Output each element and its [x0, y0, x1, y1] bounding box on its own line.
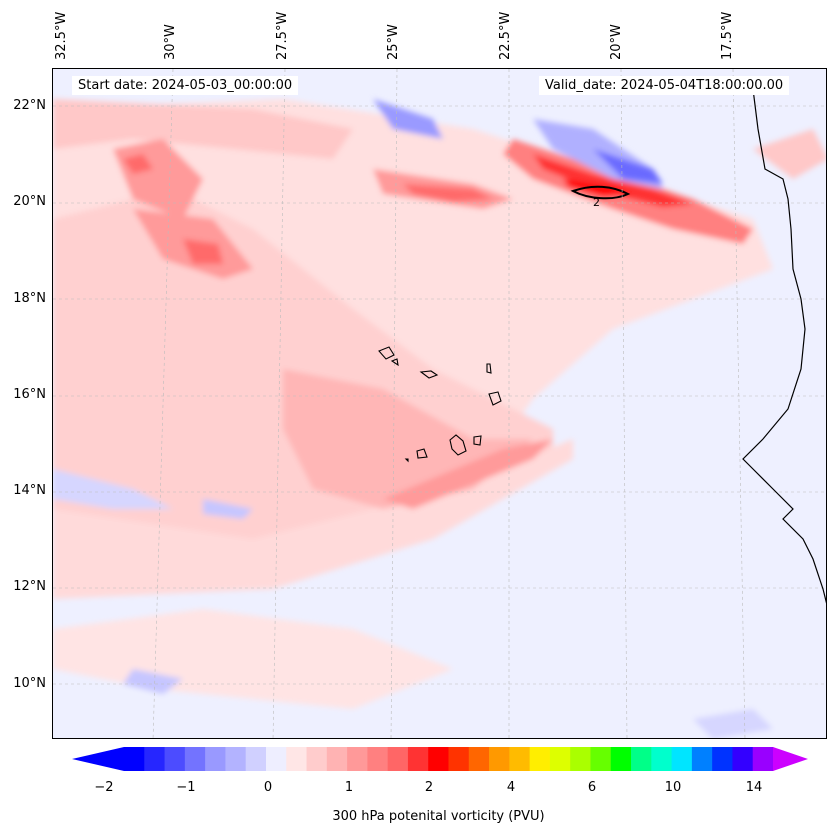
colorbar-cell: [671, 747, 693, 771]
colorbar-cell: [590, 747, 612, 771]
lon-label-22-5w: 22.5°W: [498, 11, 513, 60]
lat-label-14n: 14°N: [13, 483, 46, 498]
lon-label-17-5w: 17.5°W: [720, 11, 735, 60]
colorbar-cell: [489, 747, 510, 771]
colorbar-cell: [428, 747, 449, 771]
colorbar-extend-high: [773, 747, 808, 771]
colorbar-cell: [225, 747, 247, 771]
coastline: [742, 88, 826, 604]
lat-label-10n: 10°N: [13, 676, 46, 691]
lon-label-30w: 30°W: [163, 24, 178, 60]
colorbar-cell: [610, 747, 632, 771]
start-date-label: Start date: 2024-05-03_00:00:00: [72, 76, 299, 95]
colorbar-cell: [448, 747, 470, 771]
colorbar-cells: [124, 747, 774, 771]
colorbar-cell: [468, 747, 490, 771]
colorbar-extend-low: [72, 747, 124, 771]
colorbar-tick-4: 4: [506, 780, 516, 795]
colorbar-cell: [326, 747, 348, 771]
lat-label-20n: 20°N: [13, 194, 46, 209]
pv-field-canvas: 2: [53, 69, 826, 738]
colorbar-cell: [124, 747, 145, 771]
colorbar-label: 300 hPa potenital vorticity (PVU): [332, 809, 545, 824]
lon-label-27-5w: 27.5°W: [275, 11, 290, 60]
lon-label-20w: 20°W: [609, 24, 624, 60]
pv-map: 2: [52, 68, 827, 739]
colorbar-cell: [407, 747, 429, 771]
colorbar-cell: [387, 747, 409, 771]
colorbar-cell: [651, 747, 673, 771]
colorbar-cell: [265, 747, 287, 771]
colorbar-cell: [549, 747, 571, 771]
colorbar-tick-14: 14: [745, 780, 763, 795]
colorbar-cell: [164, 747, 186, 771]
colorbar-cell: [144, 747, 166, 771]
pv-contour-label: 2: [593, 196, 600, 209]
colorbar-cell: [205, 747, 226, 771]
colorbar-cell: [691, 747, 713, 771]
colorbar-tick-neg1: −1: [176, 780, 196, 795]
colorbar-cell: [529, 747, 551, 771]
colorbar-cell: [752, 747, 774, 771]
colorbar-cell: [631, 747, 652, 771]
colorbar-cell: [245, 747, 267, 771]
colorbar-tick-neg2: −2: [94, 780, 114, 795]
colorbar-cell: [509, 747, 531, 771]
pv-contours: [53, 99, 826, 738]
colorbar: [72, 747, 808, 771]
cape-verde-islands: [378, 346, 502, 463]
graticule: [53, 69, 826, 738]
colorbar-tick-10: 10: [664, 780, 682, 795]
colorbar-cell: [306, 747, 328, 771]
lat-label-18n: 18°N: [13, 291, 46, 306]
lon-label-25w: 25°W: [386, 24, 401, 60]
colorbar-tick-6: 6: [587, 780, 597, 795]
lat-label-16n: 16°N: [13, 387, 46, 402]
lon-label-32-5w: 32.5°W: [54, 11, 69, 60]
colorbar-cell: [367, 747, 389, 771]
colorbar-tick-0: 0: [263, 780, 273, 795]
colorbar-tick-1: 1: [344, 780, 354, 795]
colorbar-cell: [184, 747, 206, 771]
colorbar-cell: [732, 747, 754, 771]
pv-2-contour: [570, 185, 631, 200]
colorbar-cell: [570, 747, 591, 771]
colorbar-tick-2: 2: [424, 780, 434, 795]
colorbar-cell: [712, 747, 733, 771]
colorbar-cell: [286, 747, 308, 771]
valid-date-label: Valid_date: 2024-05-04T18:00:00.00: [539, 76, 790, 95]
lat-label-12n: 12°N: [13, 579, 46, 594]
colorbar-cell: [347, 747, 368, 771]
lat-label-22n: 22°N: [13, 98, 46, 113]
